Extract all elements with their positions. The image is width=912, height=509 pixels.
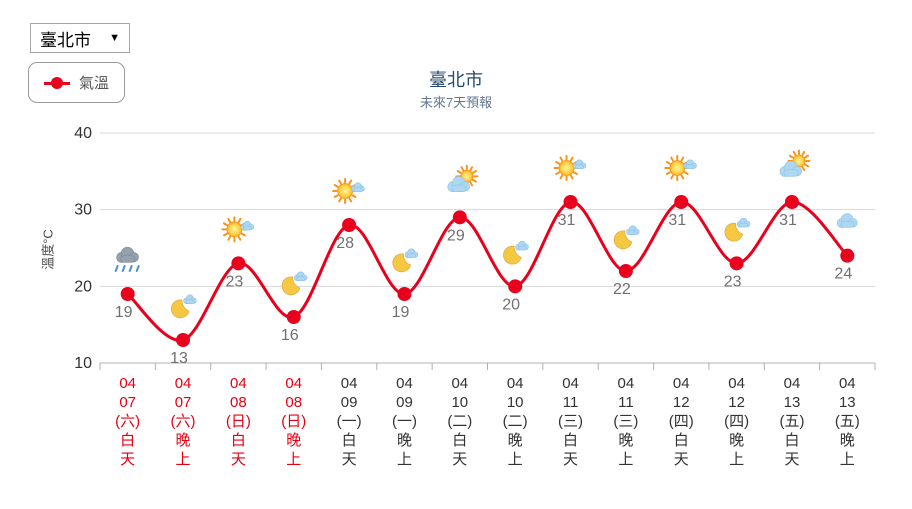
- x-axis-label: 04 10 (二) 白 天: [447, 375, 473, 468]
- data-point-marker[interactable]: [342, 218, 357, 232]
- data-point-label: 31: [779, 212, 797, 229]
- x-axis-label: 04 12 (四) 晚 上: [724, 375, 750, 468]
- data-point-label: 24: [834, 266, 852, 283]
- weather-icon-cloud: [836, 213, 858, 228]
- x-axis-label: 04 10 (二) 晚 上: [502, 375, 528, 468]
- data-point-label: 20: [502, 296, 520, 313]
- legend[interactable]: 氣溫: [28, 62, 126, 103]
- data-point-label: 28: [336, 235, 354, 252]
- data-point-marker[interactable]: [397, 287, 412, 301]
- x-axis-label: 04 13 (五) 白 天: [779, 375, 805, 468]
- weather-icon-cloud-sun: [779, 149, 811, 177]
- x-axis-label: 04 11 (三) 晚 上: [613, 375, 639, 468]
- x-axis-label: 04 07 (六) 白 天: [115, 375, 141, 468]
- weather-icon-moon-cloud: [392, 248, 419, 273]
- data-point-marker[interactable]: [176, 333, 191, 347]
- weather-icon-moon-cloud: [613, 225, 640, 250]
- data-point-label: 22: [613, 281, 631, 298]
- data-point-label: 19: [392, 304, 410, 321]
- x-axis-label: 04 08 (日) 晚 上: [281, 375, 307, 468]
- data-point-marker[interactable]: [508, 279, 523, 294]
- data-point-label: 31: [668, 212, 686, 229]
- chevron-down-icon: ▼: [109, 32, 120, 44]
- weather-icon-moon-cloud: [281, 271, 308, 296]
- weather-icon-sun-cloud: [332, 178, 365, 204]
- y-tick-label: 20: [74, 278, 92, 295]
- x-axis-label: 04 13 (五) 晚 上: [834, 375, 860, 468]
- data-point-label: 19: [115, 304, 133, 321]
- data-point-label: 16: [281, 327, 299, 344]
- weather-icon-sun-cloud: [553, 155, 587, 181]
- legend-label: 氣溫: [79, 75, 110, 92]
- chart-title: 臺北市: [429, 70, 483, 90]
- weather-icon-moon-cloud: [503, 240, 529, 265]
- data-point-marker[interactable]: [286, 310, 301, 324]
- weather-icon-cloud-sun: [447, 164, 479, 193]
- data-point-marker[interactable]: [674, 195, 689, 209]
- data-point-label: 31: [558, 212, 576, 229]
- data-point-label: 23: [724, 273, 742, 290]
- weather-icon-rain-cloud: [114, 246, 140, 272]
- y-tick-label: 40: [74, 125, 92, 142]
- data-point-marker[interactable]: [618, 264, 633, 278]
- weather-icon-sun-cloud: [664, 155, 697, 181]
- temperature-series-marker-icon: [44, 76, 70, 90]
- y-tick-label: 30: [74, 202, 92, 219]
- x-axis-label: 04 11 (三) 白 天: [558, 375, 584, 468]
- data-point-label: 23: [225, 273, 243, 290]
- weather-icon-moon-cloud: [724, 217, 751, 242]
- data-point-marker[interactable]: [120, 287, 135, 301]
- data-point-marker[interactable]: [231, 256, 246, 271]
- x-axis-label: 04 09 (一) 晚 上: [391, 375, 417, 468]
- weather-icon-moon-cloud: [171, 294, 197, 319]
- data-point-marker[interactable]: [729, 256, 744, 271]
- data-point-label: 13: [170, 350, 188, 367]
- y-tick-label: 10: [74, 355, 92, 372]
- data-point-marker[interactable]: [784, 195, 799, 209]
- x-axis-label: 04 09 (一) 白 天: [336, 375, 362, 468]
- weather-icon-sun-cloud: [221, 216, 254, 243]
- x-axis-label: 04 12 (四) 白 天: [668, 375, 694, 468]
- x-axis-label: 04 08 (日) 白 天: [225, 375, 251, 468]
- x-axis-label: 04 07 (六) 晚 上: [170, 375, 196, 468]
- temperature-line: [126, 200, 849, 342]
- data-point-marker[interactable]: [563, 195, 578, 209]
- chart-subtitle: 未來7天預報: [419, 95, 493, 110]
- city-selector-value: 臺北市: [40, 30, 91, 50]
- data-point-marker[interactable]: [840, 248, 855, 263]
- city-selector-dropdown[interactable]: 臺北市 ▼: [30, 23, 130, 53]
- data-point-label: 29: [447, 227, 465, 244]
- data-point-marker[interactable]: [452, 210, 467, 225]
